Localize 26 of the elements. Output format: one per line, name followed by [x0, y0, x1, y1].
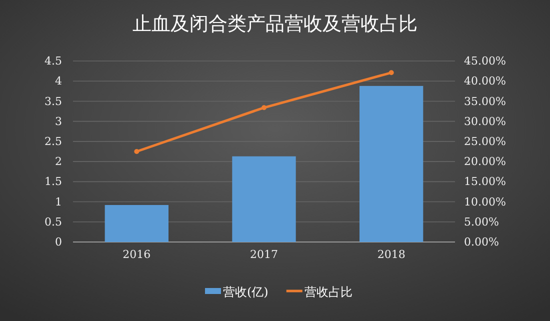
y2-tick-label: 0.00% — [464, 236, 499, 249]
x-tick-label: 2017 — [250, 248, 278, 261]
legend-label: 营收占比 — [304, 285, 352, 299]
y2-tick-label: 40.00% — [464, 74, 506, 88]
chart-title: 止血及闭合类产品营收及营收占比 — [132, 13, 418, 35]
y2-tick-label: 35.00% — [464, 94, 506, 108]
y2-tick-label: 20.00% — [464, 155, 506, 168]
y-tick-label: 4.5 — [44, 54, 62, 68]
y-tick-label: 3.5 — [44, 94, 62, 108]
y2-tick-label: 15.00% — [464, 175, 506, 188]
y-tick-label: 1.5 — [44, 175, 62, 188]
y2-tick-label: 45.00% — [464, 54, 506, 68]
x-tick-label: 2018 — [377, 248, 406, 261]
y2-tick-label: 5.00% — [464, 215, 499, 228]
legend-label: 营收(亿) — [223, 285, 268, 299]
y-tick-label: 3 — [55, 114, 62, 128]
y-tick-label: 0.5 — [44, 215, 62, 228]
y-tick-label: 1 — [55, 195, 62, 208]
y-tick-label: 2.5 — [44, 134, 62, 148]
y-tick-label: 0 — [55, 236, 62, 249]
y2-tick-label: 25.00% — [464, 134, 506, 148]
y-tick-label: 4 — [55, 74, 62, 88]
y-tick-label: 2 — [55, 155, 62, 168]
y2-tick-label: 30.00% — [464, 114, 506, 128]
y2-tick-label: 10.00% — [464, 195, 506, 208]
x-tick-label: 2016 — [122, 248, 151, 261]
